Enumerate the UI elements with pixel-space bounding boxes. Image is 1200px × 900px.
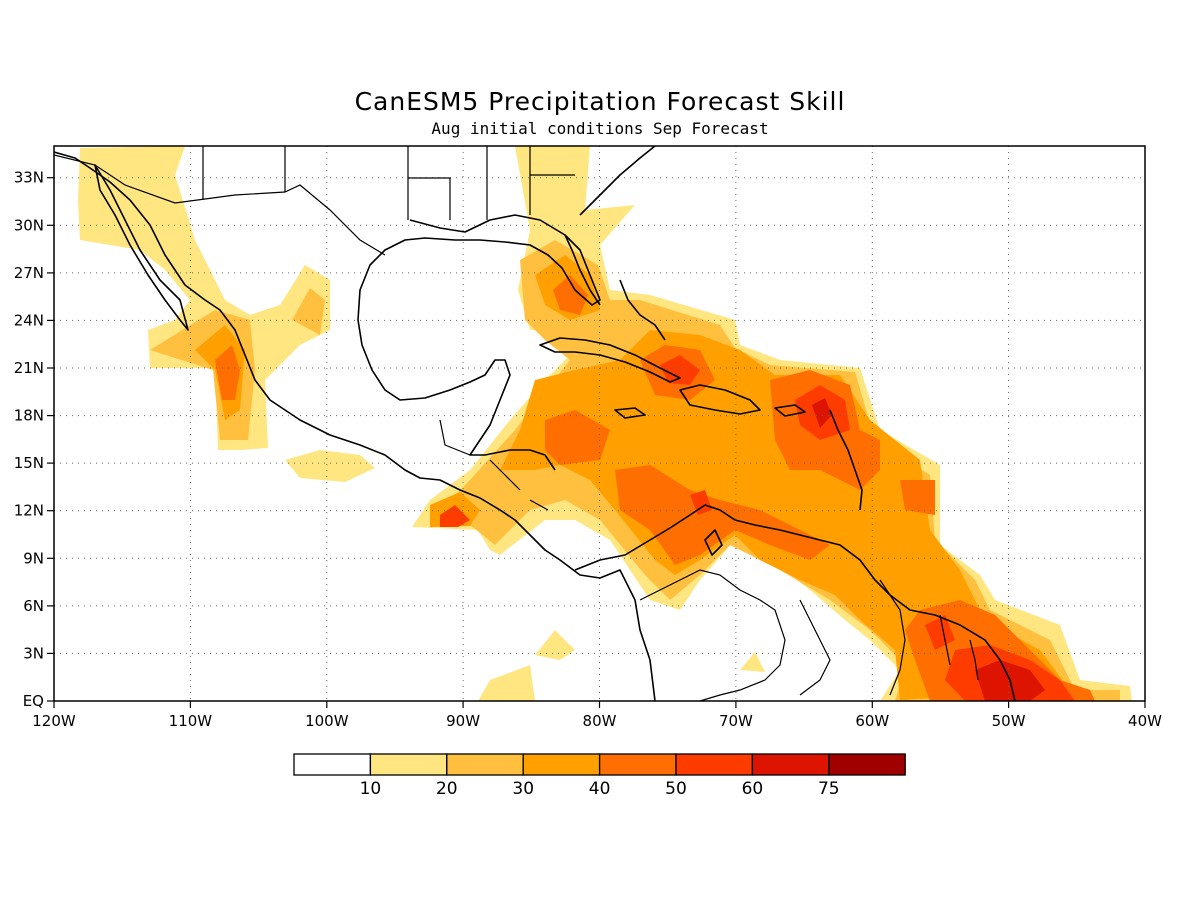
y-tick-label: 27N: [14, 264, 44, 282]
skill-area-lesser-antilles-6: [812, 398, 832, 428]
colorbar-swatch: [828, 753, 906, 776]
colorbar-swatch: [446, 753, 524, 776]
coast-pacific-mexico: [54, 151, 656, 701]
coast-hispaniola: [679, 384, 761, 415]
coast-puerto-rico: [774, 404, 806, 417]
border-us-states: [202, 146, 575, 220]
coast-jamaica: [614, 407, 646, 419]
skill-area-central-carib-4: [545, 410, 610, 465]
colorbar-level-label: 60: [742, 779, 764, 799]
colorbar-level-label: 50: [665, 779, 687, 799]
skill-area-pacific-south: [535, 630, 575, 660]
coast-cuba: [539, 337, 681, 383]
colorbar-swatch: [522, 753, 601, 776]
coast-florida: [564, 234, 601, 306]
skill-area-pacific-eq: [478, 665, 535, 701]
y-axis-ticks: EQ 3N 6N 9N 12N 15N 18N 21N 24N 27N 30N …: [14, 169, 54, 710]
border-south-america: [639, 569, 979, 701]
y-tick-label: 3N: [23, 644, 44, 662]
coastlines: [54, 146, 1016, 701]
y-tick-label: 24N: [14, 311, 44, 329]
colorbar-swatch: [369, 753, 448, 776]
coast-south-america-north: [574, 504, 1016, 701]
coast-baja-peninsula: [94, 164, 189, 331]
x-tick-label: 110W: [169, 712, 213, 730]
grid-lines: [54, 146, 1145, 701]
skill-area-caribbean-3: [500, 330, 1070, 700]
x-tick-label: 80W: [583, 712, 617, 730]
y-tick-label: 9N: [23, 549, 44, 567]
colorbar-swatch: [293, 753, 372, 776]
x-tick-label: 50W: [992, 712, 1026, 730]
x-tick-label: 100W: [305, 712, 349, 730]
y-tick-label: 12N: [14, 502, 44, 520]
y-tick-label: 30N: [14, 216, 44, 234]
x-tick-label: 40W: [1128, 712, 1162, 730]
skill-area-hispaniola-5: [660, 355, 700, 385]
skill-area-pacific-5: [440, 505, 470, 527]
skill-area-colombia-5: [690, 490, 712, 515]
colorbar: 10 20 30 40 50 60 75: [293, 753, 906, 799]
y-tick-label: 6N: [23, 597, 44, 615]
border-us-mexico: [54, 154, 386, 256]
skill-area-mexico-west-4: [215, 345, 240, 400]
y-tick-label: 21N: [14, 359, 44, 377]
y-tick-label: 33N: [14, 169, 44, 187]
y-tick-label: EQ: [23, 692, 44, 710]
skill-area-atlantic-4: [900, 480, 935, 515]
x-axis-ticks: 120W 110W 100W 90W 80W 70W 60W 50W 40W: [32, 701, 1162, 730]
map-panel: 120W 110W 100W 90W 80W 70W 60W 50W 40W E…: [14, 145, 1162, 730]
colorbar-level-label: 75: [818, 779, 840, 799]
skill-area-florida-4: [553, 275, 588, 315]
coast-gulf-of-mexico: [357, 214, 601, 471]
x-tick-label: 90W: [446, 712, 480, 730]
x-tick-label: 120W: [32, 712, 76, 730]
skill-area-baja: [78, 146, 330, 450]
skill-area-carib-south-4: [615, 465, 830, 565]
x-tick-label: 70W: [719, 712, 753, 730]
border-central-america: [439, 419, 549, 511]
colorbar-level-label: 30: [512, 779, 534, 799]
skill-shading: [78, 146, 1132, 701]
skill-area-mexico-south: [285, 450, 375, 482]
colorbar-level-label: 40: [589, 779, 611, 799]
colorbar-swatch: [675, 753, 754, 776]
coast-bahamas: [619, 279, 666, 341]
colorbar-level-label: 10: [360, 779, 382, 799]
skill-area-mexico-central: [292, 288, 325, 335]
colorbar-labels: 10 20 30 40 50 60 75: [360, 779, 840, 799]
y-tick-label: 15N: [14, 454, 44, 472]
coast-lake-maracaibo: [704, 529, 723, 556]
coast-us-east: [579, 146, 656, 216]
colorbar-level-label: 20: [436, 779, 458, 799]
colorbar-swatch: [598, 753, 677, 776]
skill-area-guianas-5: [925, 615, 955, 650]
colorbar-swatches: [293, 753, 906, 776]
map-title: CanESM5 Precipitation Forecast Skill: [355, 87, 846, 116]
skill-area-venezuela-south: [740, 652, 765, 672]
political-borders: [54, 146, 979, 701]
y-tick-label: 18N: [14, 407, 44, 425]
colorbar-swatch: [751, 753, 830, 776]
coast-lesser-antilles: [829, 409, 863, 511]
map-subtitle: Aug initial conditions Sep Forecast: [431, 119, 768, 138]
x-tick-label: 60W: [855, 712, 889, 730]
